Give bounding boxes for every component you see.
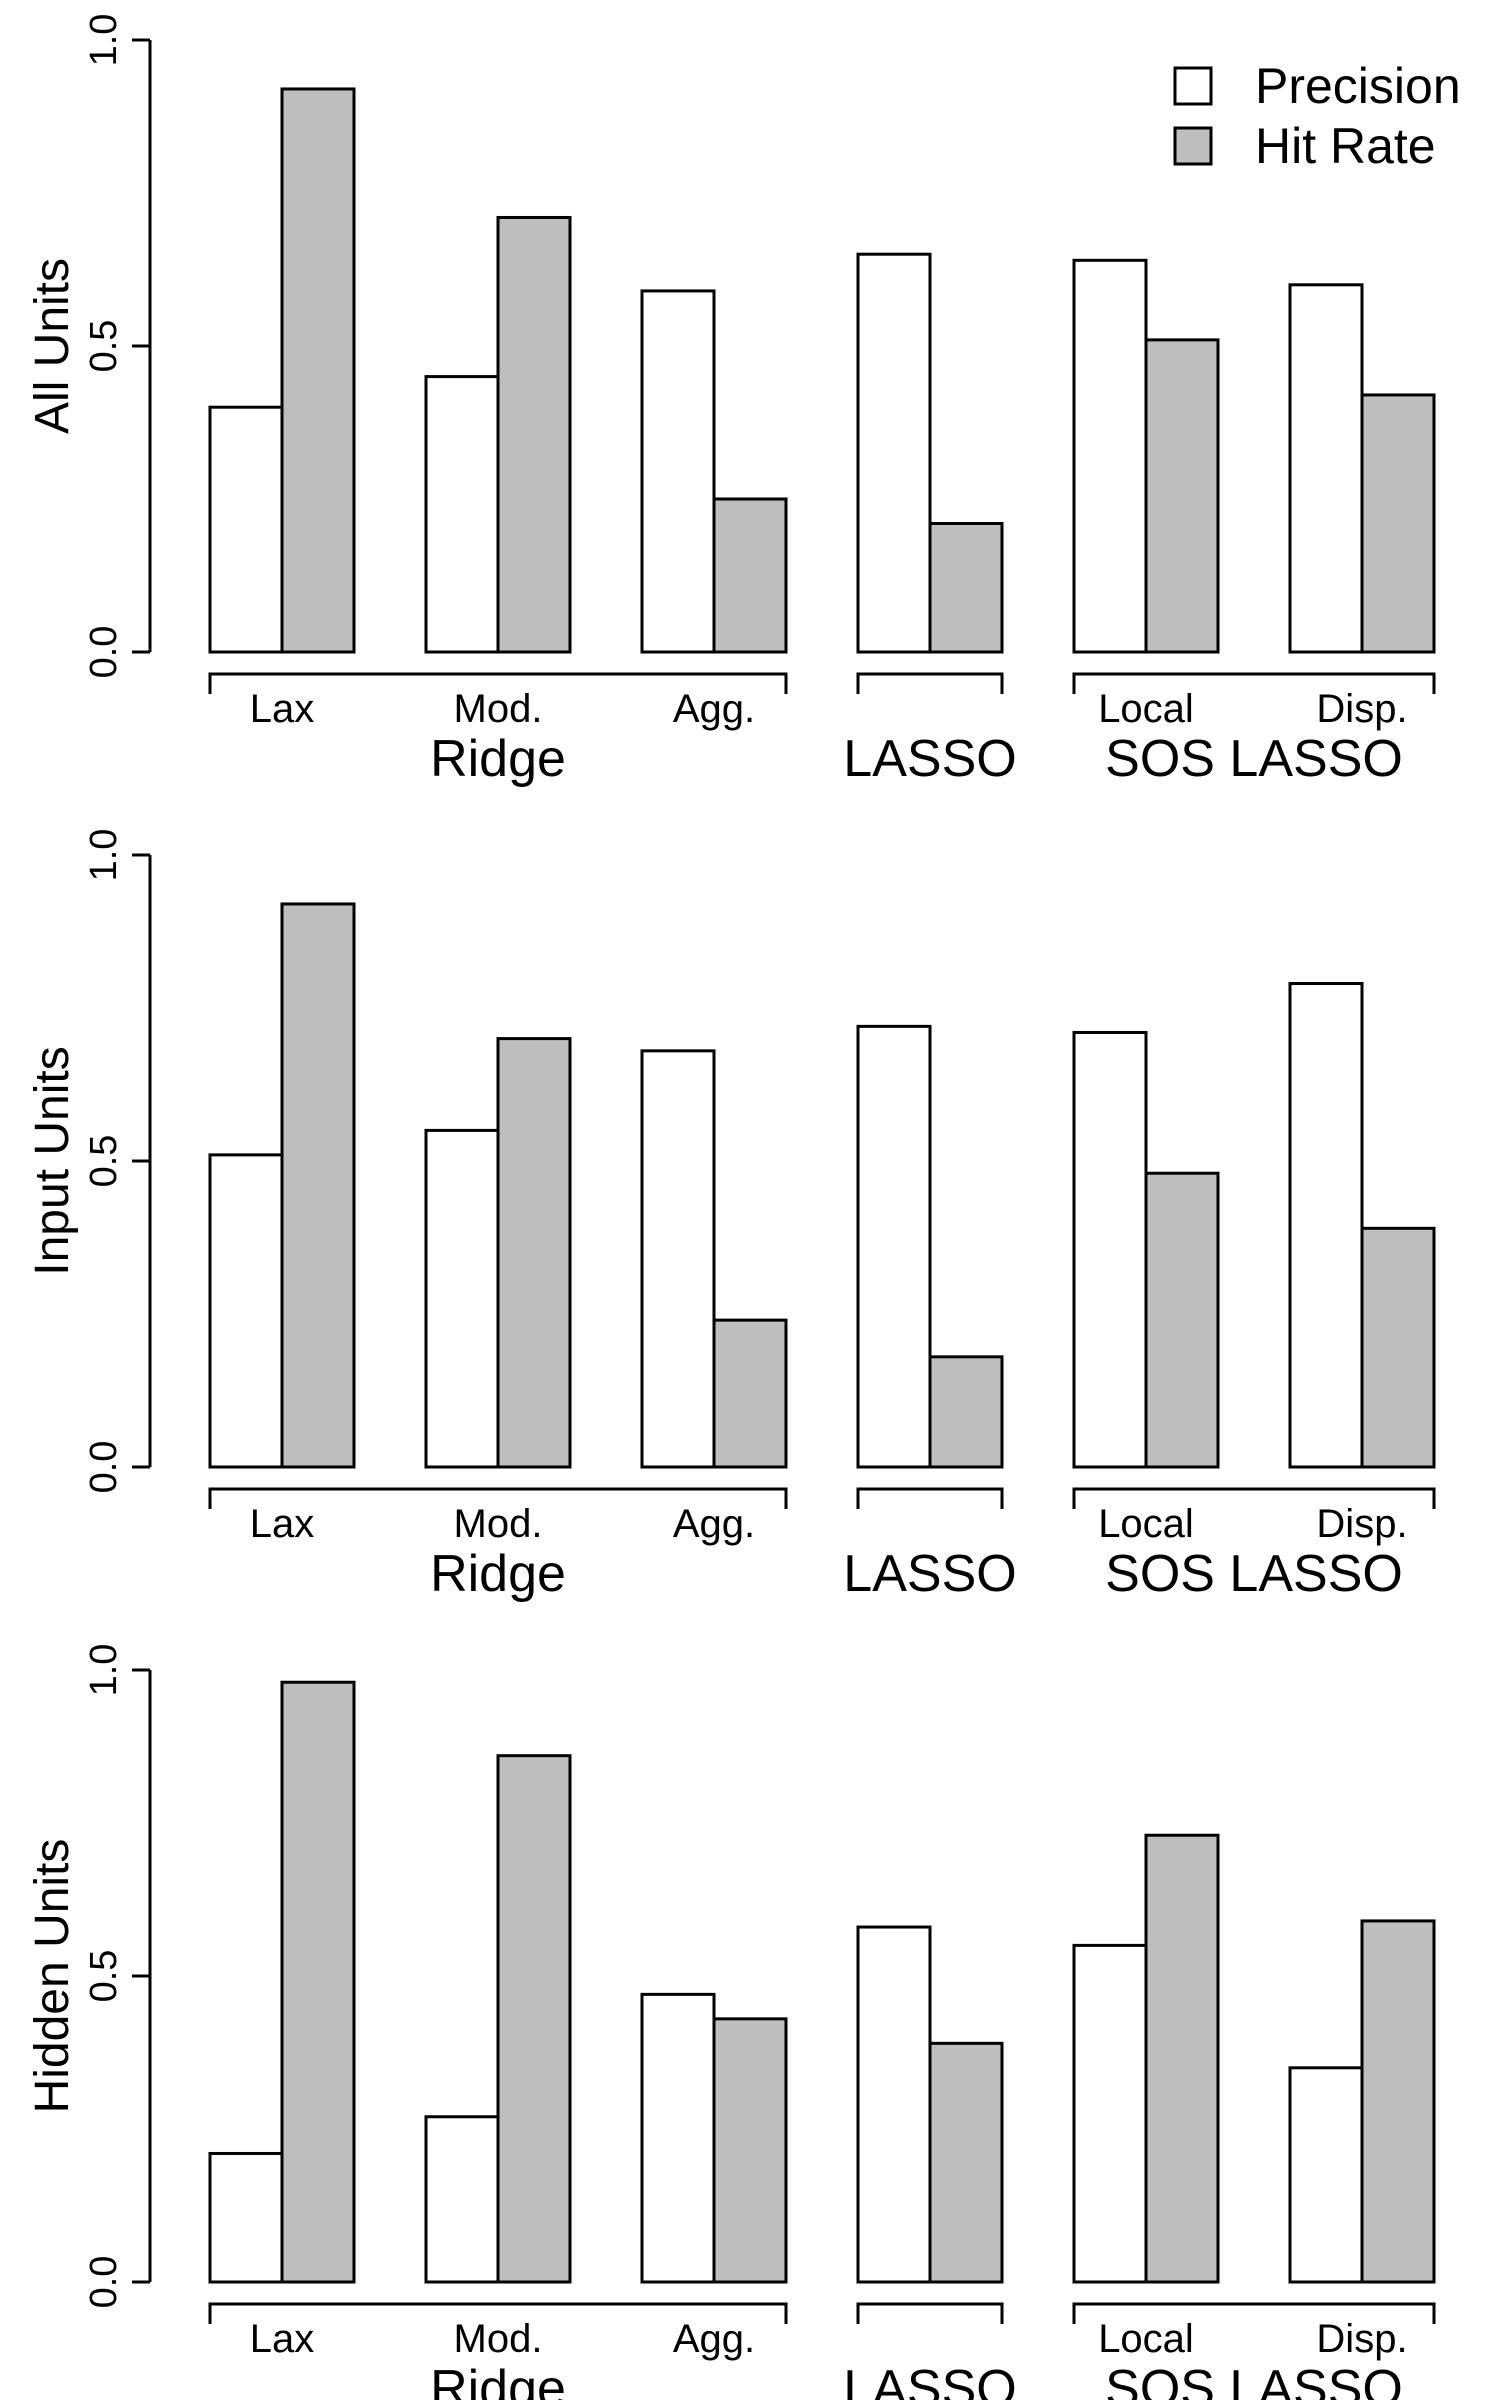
precision-bar — [424, 375, 500, 654]
y-tick-label: 1.0 — [83, 829, 125, 882]
category-label: Agg. — [673, 687, 755, 731]
legend-swatch-hit-rate — [1173, 126, 1213, 166]
hit-rate-bar — [1144, 338, 1220, 654]
precision-bar — [856, 1925, 932, 2284]
category-label: Mod. — [454, 1502, 543, 1546]
category-label: Local — [1098, 687, 1194, 731]
hit-rate-bar — [1360, 1919, 1436, 2284]
category-label: Lax — [250, 1502, 315, 1546]
hit-rate-bar — [928, 1355, 1004, 1469]
group-label: LASSO — [843, 2360, 1016, 2400]
group-label: Ridge — [430, 730, 566, 788]
hit-rate-bar — [496, 1754, 572, 2284]
group-bracket — [856, 2302, 1004, 2324]
group-label: Ridge — [430, 2360, 566, 2400]
y-tick-label: 0.5 — [83, 1135, 125, 1188]
y-axis-label: All Units — [26, 258, 79, 434]
hit-rate-bar — [280, 87, 356, 654]
category-label: Disp. — [1316, 687, 1407, 731]
category-label: Lax — [250, 2317, 315, 2361]
group-bracket — [1072, 2302, 1436, 2324]
group-label: SOS LASSO — [1105, 730, 1403, 788]
y-tick-label: 1.0 — [83, 14, 125, 67]
precision-bar — [208, 2151, 284, 2284]
precision-bar — [424, 2115, 500, 2284]
group-label: SOS LASSO — [1105, 1545, 1403, 1603]
precision-bar — [640, 1992, 716, 2284]
hit-rate-bar — [1144, 1171, 1220, 1469]
legend-label-hit-rate: Hit Rate — [1255, 118, 1436, 174]
precision-bar — [1288, 283, 1364, 654]
y-tick-label: 0.0 — [83, 2256, 125, 2309]
hit-rate-bar — [928, 521, 1004, 654]
category-label: Local — [1098, 2317, 1194, 2361]
hit-rate-bar — [1144, 1833, 1220, 2284]
group-label: LASSO — [843, 730, 1016, 788]
precision-bar — [424, 1128, 500, 1469]
group-bracket — [1072, 672, 1436, 694]
category-label: Agg. — [673, 1502, 755, 1546]
y-tick-label: 0.0 — [83, 1441, 125, 1494]
hit-rate-bar — [712, 2017, 788, 2284]
y-axis-label: Hidden Units — [26, 1839, 79, 2114]
precision-bar — [208, 405, 284, 654]
hit-rate-bar — [1360, 393, 1436, 654]
hit-rate-bar — [496, 215, 572, 654]
precision-bar — [640, 1049, 716, 1469]
y-tick-label: 0.5 — [83, 1950, 125, 2003]
category-label: Local — [1098, 1502, 1194, 1546]
y-axis-label: Input Units — [26, 1046, 79, 1275]
category-label: Disp. — [1316, 1502, 1407, 1546]
precision-bar — [856, 1024, 932, 1469]
precision-bar — [1288, 2066, 1364, 2284]
hit-rate-bar — [712, 1318, 788, 1469]
y-tick-label: 0.5 — [83, 320, 125, 373]
precision-bar — [1072, 1030, 1148, 1469]
precision-bar — [1072, 258, 1148, 654]
legend-swatch-precision — [1173, 66, 1213, 106]
hit-rate-bar — [712, 497, 788, 654]
group-label: Ridge — [430, 1545, 566, 1603]
y-tick-label: 1.0 — [83, 1644, 125, 1697]
precision-bar — [208, 1153, 284, 1469]
hit-rate-bar — [280, 1680, 356, 2284]
y-tick-label: 0.0 — [83, 626, 125, 679]
precision-bar — [1072, 1943, 1148, 2284]
category-label: Lax — [250, 687, 315, 731]
group-bracket — [856, 672, 1004, 694]
category-label: Mod. — [454, 687, 543, 731]
group-bracket — [208, 672, 788, 694]
precision-bar — [1288, 982, 1364, 1469]
group-bracket — [1072, 1487, 1436, 1509]
hit-rate-bar — [928, 2041, 1004, 2284]
precision-bar — [640, 289, 716, 654]
precision-bar — [856, 252, 932, 654]
group-bracket — [208, 2302, 788, 2324]
group-label: LASSO — [843, 1545, 1016, 1603]
hit-rate-bar — [280, 902, 356, 1469]
hit-rate-bar — [1360, 1226, 1436, 1469]
group-bracket — [856, 1487, 1004, 1509]
category-label: Agg. — [673, 2317, 755, 2361]
legend-label-precision: Precision — [1255, 58, 1461, 114]
group-bracket — [208, 1487, 788, 1509]
category-label: Disp. — [1316, 2317, 1407, 2361]
group-label: SOS LASSO — [1105, 2360, 1403, 2400]
hit-rate-bar — [496, 1037, 572, 1469]
category-label: Mod. — [454, 2317, 543, 2361]
